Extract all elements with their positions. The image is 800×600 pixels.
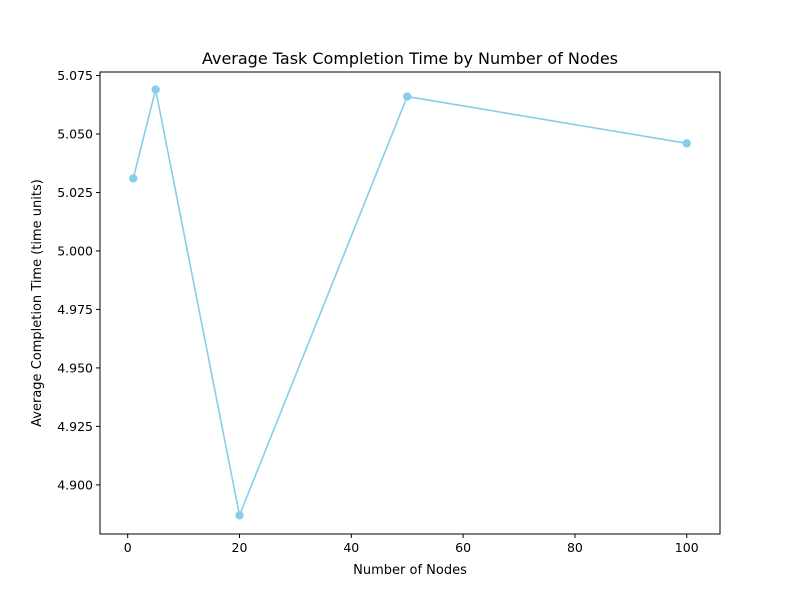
y-tick-label: 4.975: [57, 302, 93, 317]
data-point: [151, 85, 160, 94]
data-point: [403, 92, 412, 101]
chart-title: Average Task Completion Time by Number o…: [202, 49, 618, 68]
x-tick-label: 80: [567, 540, 583, 555]
y-tick-label: 4.900: [57, 477, 93, 492]
y-tick-label: 4.950: [57, 360, 93, 375]
x-tick-label: 100: [675, 540, 699, 555]
data-point: [129, 174, 138, 183]
y-tick-label: 5.075: [57, 68, 93, 83]
y-tick-label: 5.000: [57, 243, 93, 258]
y-axis-label: Average Completion Time (time units): [30, 179, 45, 427]
x-tick-label: 40: [343, 540, 359, 555]
ticks-layer: 0 20 40 60 80 100 4.900 4.925 4.950 4.975 5.000 5.0…: [57, 68, 699, 555]
plot-area-frame: [99, 71, 721, 535]
x-axis-label: Number of Nodes: [353, 563, 467, 578]
y-tick-label: 4.925: [57, 419, 93, 434]
y-tick-label: 5.050: [57, 126, 93, 141]
data-point: [682, 139, 691, 148]
x-tick-label: 20: [232, 540, 248, 555]
plot-layer: [129, 85, 691, 520]
x-tick-label: 0: [124, 540, 132, 555]
x-tick-label: 60: [455, 540, 471, 555]
y-tick-label: 5.025: [57, 185, 93, 200]
data-point: [235, 511, 244, 520]
